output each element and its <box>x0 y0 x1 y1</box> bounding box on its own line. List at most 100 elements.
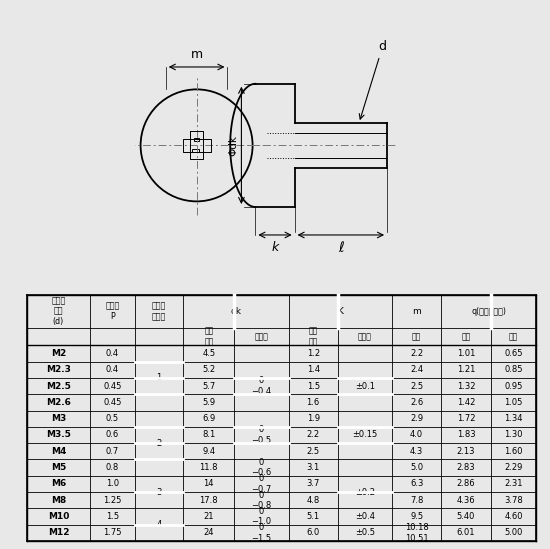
Text: M2.5: M2.5 <box>46 382 71 390</box>
Text: 3.78: 3.78 <box>504 496 523 505</box>
Text: 3.7: 3.7 <box>306 479 320 489</box>
Text: M10: M10 <box>48 512 69 521</box>
Text: 7.8: 7.8 <box>410 496 424 505</box>
Text: 0.65: 0.65 <box>504 349 522 358</box>
Text: 0
−0.6: 0 −0.6 <box>251 458 272 477</box>
Text: 0.45: 0.45 <box>103 398 122 407</box>
Text: 1.01: 1.01 <box>457 349 475 358</box>
Text: M2: M2 <box>51 349 66 358</box>
Text: 1: 1 <box>157 373 162 383</box>
Text: 4.0: 4.0 <box>410 430 423 439</box>
Text: 基準
寸法: 基準 寸法 <box>204 327 213 346</box>
Bar <box>194 138 199 141</box>
Text: q(十字穴深さ): q(十字穴深さ) <box>471 307 507 316</box>
Text: 1.60: 1.60 <box>504 447 522 456</box>
Text: 0.7: 0.7 <box>106 447 119 456</box>
Text: 2.6: 2.6 <box>410 398 424 407</box>
Text: 4.60: 4.60 <box>504 512 522 521</box>
Text: 1.5: 1.5 <box>306 382 320 390</box>
Text: 2.4: 2.4 <box>410 365 423 374</box>
Text: M2.6: M2.6 <box>46 398 71 407</box>
Text: 1.5: 1.5 <box>106 512 119 521</box>
Text: 8.1: 8.1 <box>202 430 216 439</box>
Text: 6.9: 6.9 <box>202 414 216 423</box>
Text: 2.9: 2.9 <box>410 414 423 423</box>
Text: M3.5: M3.5 <box>46 430 71 439</box>
Text: M2.3: M2.3 <box>46 365 71 374</box>
Text: 4.3: 4.3 <box>410 447 424 456</box>
Text: ±0.5: ±0.5 <box>355 528 375 537</box>
Text: ピッチ
P: ピッチ P <box>106 301 120 321</box>
Text: 0
−0.8: 0 −0.8 <box>251 490 272 510</box>
Text: 2.83: 2.83 <box>456 463 475 472</box>
Text: K: K <box>337 307 343 316</box>
Text: 5.0: 5.0 <box>410 463 423 472</box>
Text: 6.0: 6.0 <box>306 528 320 537</box>
Text: 0.85: 0.85 <box>504 365 522 374</box>
Text: 2.13: 2.13 <box>456 447 475 456</box>
Text: 6.01: 6.01 <box>456 528 475 537</box>
Text: M4: M4 <box>51 447 66 456</box>
Text: 17.8: 17.8 <box>200 496 218 505</box>
Text: M8: M8 <box>51 496 66 505</box>
Text: 5.9: 5.9 <box>202 398 216 407</box>
Text: 許容差: 許容差 <box>358 332 372 341</box>
Text: 0
−0.7: 0 −0.7 <box>251 474 272 494</box>
Text: 2.31: 2.31 <box>504 479 522 489</box>
Text: 1.9: 1.9 <box>306 414 320 423</box>
Text: 5.00: 5.00 <box>504 528 522 537</box>
Text: 許容差: 許容差 <box>255 332 268 341</box>
Text: Φdk: Φdk <box>229 135 239 156</box>
Text: 5.1: 5.1 <box>306 512 320 521</box>
Bar <box>192 149 199 152</box>
Text: ±0.1: ±0.1 <box>355 382 375 390</box>
Text: 0.95: 0.95 <box>504 382 522 390</box>
Text: 1.2: 1.2 <box>306 349 320 358</box>
Text: 0
−0.4: 0 −0.4 <box>251 377 272 396</box>
Text: 21: 21 <box>204 512 214 521</box>
Text: 11.8: 11.8 <box>200 463 218 472</box>
Text: 最大: 最大 <box>461 332 471 341</box>
Text: 参考: 参考 <box>412 332 421 341</box>
Text: 5.7: 5.7 <box>202 382 216 390</box>
Text: ±0.15: ±0.15 <box>353 430 377 439</box>
Text: 24: 24 <box>204 528 214 537</box>
Text: 十字穴
の番号: 十字穴 の番号 <box>152 301 166 321</box>
Text: ℓ: ℓ <box>338 240 344 255</box>
Text: 5.40: 5.40 <box>457 512 475 521</box>
Text: 0.4: 0.4 <box>106 365 119 374</box>
Text: 4: 4 <box>157 520 162 529</box>
Text: 0.5: 0.5 <box>106 414 119 423</box>
Text: 0
−1.0: 0 −1.0 <box>251 507 272 526</box>
Text: M12: M12 <box>48 528 69 537</box>
Text: 0.45: 0.45 <box>103 382 122 390</box>
Text: 6.3: 6.3 <box>410 479 424 489</box>
Text: 1.75: 1.75 <box>103 528 122 537</box>
Text: 0
−1.5: 0 −1.5 <box>251 523 272 542</box>
Text: d: d <box>359 40 387 119</box>
Text: 0.4: 0.4 <box>106 349 119 358</box>
Text: 1.21: 1.21 <box>457 365 475 374</box>
Text: 1.72: 1.72 <box>456 414 475 423</box>
Text: 2.2: 2.2 <box>410 349 423 358</box>
Text: 0.6: 0.6 <box>106 430 119 439</box>
Text: 3: 3 <box>157 488 162 496</box>
Text: M6: M6 <box>51 479 66 489</box>
Text: m: m <box>412 307 421 316</box>
Text: 1.25: 1.25 <box>103 496 122 505</box>
Text: 1.6: 1.6 <box>306 398 320 407</box>
Text: 2.5: 2.5 <box>306 447 320 456</box>
Text: 最小: 最小 <box>509 332 518 341</box>
Text: ±0.4: ±0.4 <box>355 512 375 521</box>
Text: 9.5: 9.5 <box>410 512 423 521</box>
Text: ねじの
呼び
(d): ねじの 呼び (d) <box>51 296 65 326</box>
Text: 2.86: 2.86 <box>456 479 475 489</box>
Text: M3: M3 <box>51 414 66 423</box>
Text: M5: M5 <box>51 463 66 472</box>
Text: 4.5: 4.5 <box>202 349 216 358</box>
Text: 10.18
10.51: 10.18 10.51 <box>405 523 428 542</box>
Text: 14: 14 <box>204 479 214 489</box>
Text: 2.5: 2.5 <box>410 382 423 390</box>
Text: 5.2: 5.2 <box>202 365 216 374</box>
Text: m: m <box>190 48 202 61</box>
